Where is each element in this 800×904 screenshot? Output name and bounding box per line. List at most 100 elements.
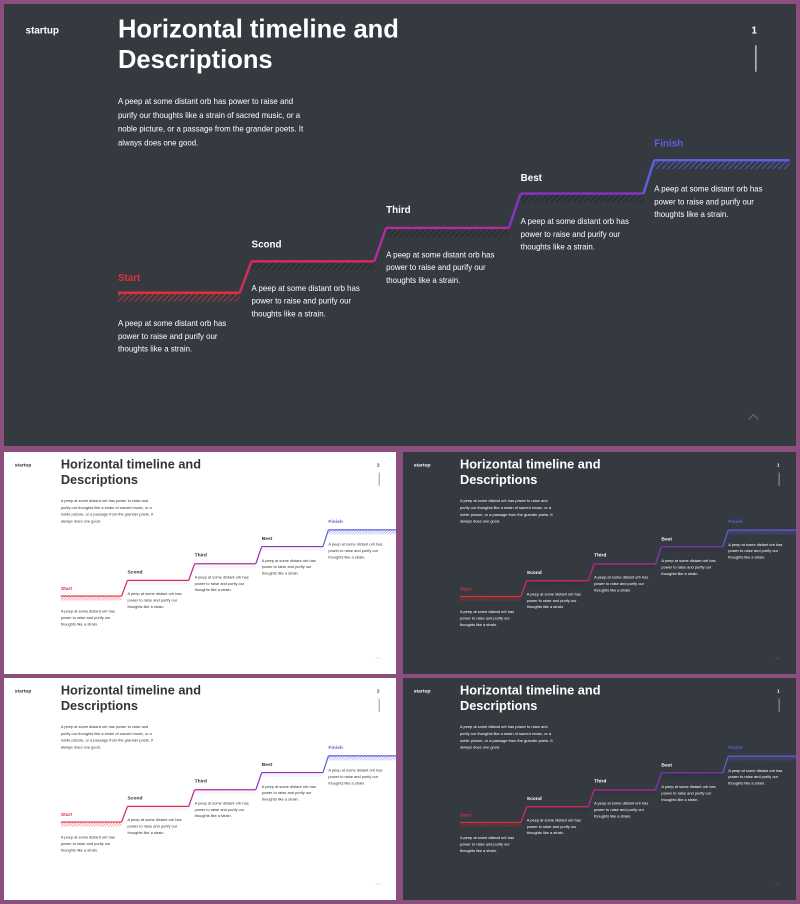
- brand-logo: startup: [14, 688, 32, 695]
- stage-label-best: Best: [661, 762, 673, 768]
- chevron-up-icon[interactable]: [748, 409, 759, 420]
- step-riser-2: [373, 227, 388, 262]
- page-indicator-line: [755, 45, 757, 72]
- step-hatch-4: [661, 547, 723, 552]
- stage-description-scond: A peep at some distant orb has power to …: [127, 817, 182, 835]
- chevron-up-icon[interactable]: [375, 654, 381, 660]
- stage-description-third: A peep at some distant orb has power to …: [594, 801, 649, 819]
- step-hatch-2: [251, 262, 375, 271]
- stage-label-scond: Scond: [526, 569, 542, 576]
- slide-thumbnail-2[interactable]: startup Horizontal timeline and Descript…: [4, 452, 396, 674]
- slide-thumbnail-3[interactable]: startup Horizontal timeline and Descript…: [403, 452, 796, 674]
- stage-label-start: Start: [60, 812, 73, 818]
- stage-label-third: Third: [594, 552, 607, 559]
- slide-thumbnail-5[interactable]: startup Horizontal timeline and Descript…: [403, 678, 796, 900]
- stage-description-finish: A peep at some distant orb has power to …: [328, 768, 383, 786]
- timeline-steps: [459, 755, 796, 827]
- chevron-up-icon[interactable]: [375, 880, 381, 886]
- stage-label-third: Third: [386, 205, 411, 217]
- brand-logo: startup: [413, 688, 431, 695]
- stage-label-best: Best: [520, 172, 542, 184]
- stage-label-third: Third: [194, 778, 207, 784]
- step-hatch-3: [194, 564, 256, 569]
- step-riser-4: [722, 755, 729, 774]
- step-riser-4: [322, 529, 329, 547]
- stage-label-best: Best: [261, 762, 273, 768]
- chevron-up-icon[interactable]: [775, 654, 781, 660]
- stage-label-scond: Scond: [526, 795, 542, 802]
- timeline-steps: [60, 755, 396, 827]
- stage-description-best: A peep at some distant orb has power to …: [661, 558, 716, 576]
- stage-label-finish: Finish: [654, 138, 684, 150]
- stage-label-best: Best: [661, 536, 673, 542]
- step-riser-1: [238, 260, 253, 294]
- stage-label-finish: Finish: [728, 745, 743, 751]
- step-hatch-5: [728, 530, 796, 535]
- step-hatch-5: [328, 756, 396, 761]
- stage-description-scond: A peep at some distant orb has power to …: [127, 591, 182, 609]
- step-riser-1: [121, 806, 129, 823]
- stage-label-scond: Scond: [127, 795, 143, 801]
- step-hatch-1: [459, 822, 521, 827]
- step-hatch-4: [261, 773, 323, 777]
- stage-description-best: A peep at some distant orb has power to …: [661, 784, 716, 802]
- step-riser-3: [507, 193, 522, 229]
- step-riser-3: [654, 772, 662, 791]
- step-riser-3: [255, 546, 263, 564]
- slide-title: Horizontal timeline and Descriptions: [459, 456, 601, 487]
- stage-label-scond: Scond: [127, 569, 143, 575]
- intro-paragraph: A peep at some distant orb has power to …: [60, 724, 154, 750]
- step-riser-1: [121, 580, 129, 597]
- step-riser-1: [520, 580, 528, 597]
- chevron-up-icon[interactable]: [775, 880, 781, 886]
- brand-logo: startup: [25, 25, 59, 37]
- step-riser-3: [255, 772, 263, 790]
- stage-description-third: A peep at some distant orb has power to …: [386, 250, 495, 285]
- stage-label-third: Third: [194, 552, 207, 558]
- timeline-steps: [117, 158, 790, 302]
- stage-label-scond: Scond: [251, 239, 282, 251]
- slide-title: Horizontal timeline and Descriptions: [117, 13, 399, 74]
- stage-label-start: Start: [117, 273, 141, 284]
- stage-description-third: A peep at some distant orb has power to …: [194, 574, 249, 593]
- step-hatch-5: [654, 161, 790, 170]
- step-hatch-1: [60, 822, 122, 827]
- intro-paragraph: A peep at some distant orb has power to …: [60, 498, 154, 524]
- page-number: 1: [776, 462, 780, 469]
- slide-title: Horizontal timeline and Descriptions: [60, 456, 201, 487]
- stage-label-finish: Finish: [728, 519, 743, 525]
- stage-description-finish: A peep at some distant orb has power to …: [728, 542, 783, 560]
- intro-paragraph: A peep at some distant orb has power to …: [459, 724, 553, 750]
- step-riser-4: [322, 755, 329, 773]
- stage-description-best: A peep at some distant orb has power to …: [520, 217, 629, 252]
- page-number: 2: [376, 688, 380, 695]
- brand-logo: startup: [413, 462, 431, 469]
- step-riser-4: [722, 529, 729, 548]
- step-riser-2: [587, 563, 595, 581]
- step-riser-3: [654, 546, 662, 565]
- stage-description-finish: A peep at some distant orb has power to …: [654, 184, 763, 220]
- stage-description-start: A peep at some distant orb has power to …: [459, 609, 515, 627]
- stage-description-start: A peep at some distant orb has power to …: [60, 835, 115, 853]
- step-hatch-1: [459, 596, 521, 601]
- stage-description-third: A peep at some distant orb has power to …: [594, 575, 649, 593]
- stage-description-start: A peep at some distant orb has power to …: [117, 319, 227, 354]
- stage-description-third: A peep at some distant orb has power to …: [194, 800, 249, 819]
- step-riser-2: [587, 789, 595, 807]
- stage-description-best: A peep at some distant orb has power to …: [261, 558, 316, 576]
- step-hatch-1: [60, 596, 122, 601]
- slide-thumbnail-4[interactable]: startup Horizontal timeline and Descript…: [4, 678, 396, 900]
- step-hatch-5: [728, 756, 796, 761]
- step-hatch-3: [386, 228, 509, 237]
- step-hatch-3: [594, 564, 656, 569]
- step-hatch-2: [526, 807, 589, 812]
- stage-description-start: A peep at some distant orb has power to …: [459, 835, 515, 853]
- step-hatch-2: [127, 806, 189, 811]
- stage-label-finish: Finish: [328, 745, 343, 751]
- brand-logo: startup: [14, 462, 32, 469]
- intro-paragraph: A peep at some distant orb has power to …: [117, 97, 304, 148]
- step-hatch-3: [594, 790, 656, 795]
- slide-title: Horizontal timeline and Descriptions: [459, 682, 601, 713]
- step-riser-2: [188, 563, 196, 581]
- stage-description-finish: A peep at some distant orb has power to …: [328, 542, 383, 560]
